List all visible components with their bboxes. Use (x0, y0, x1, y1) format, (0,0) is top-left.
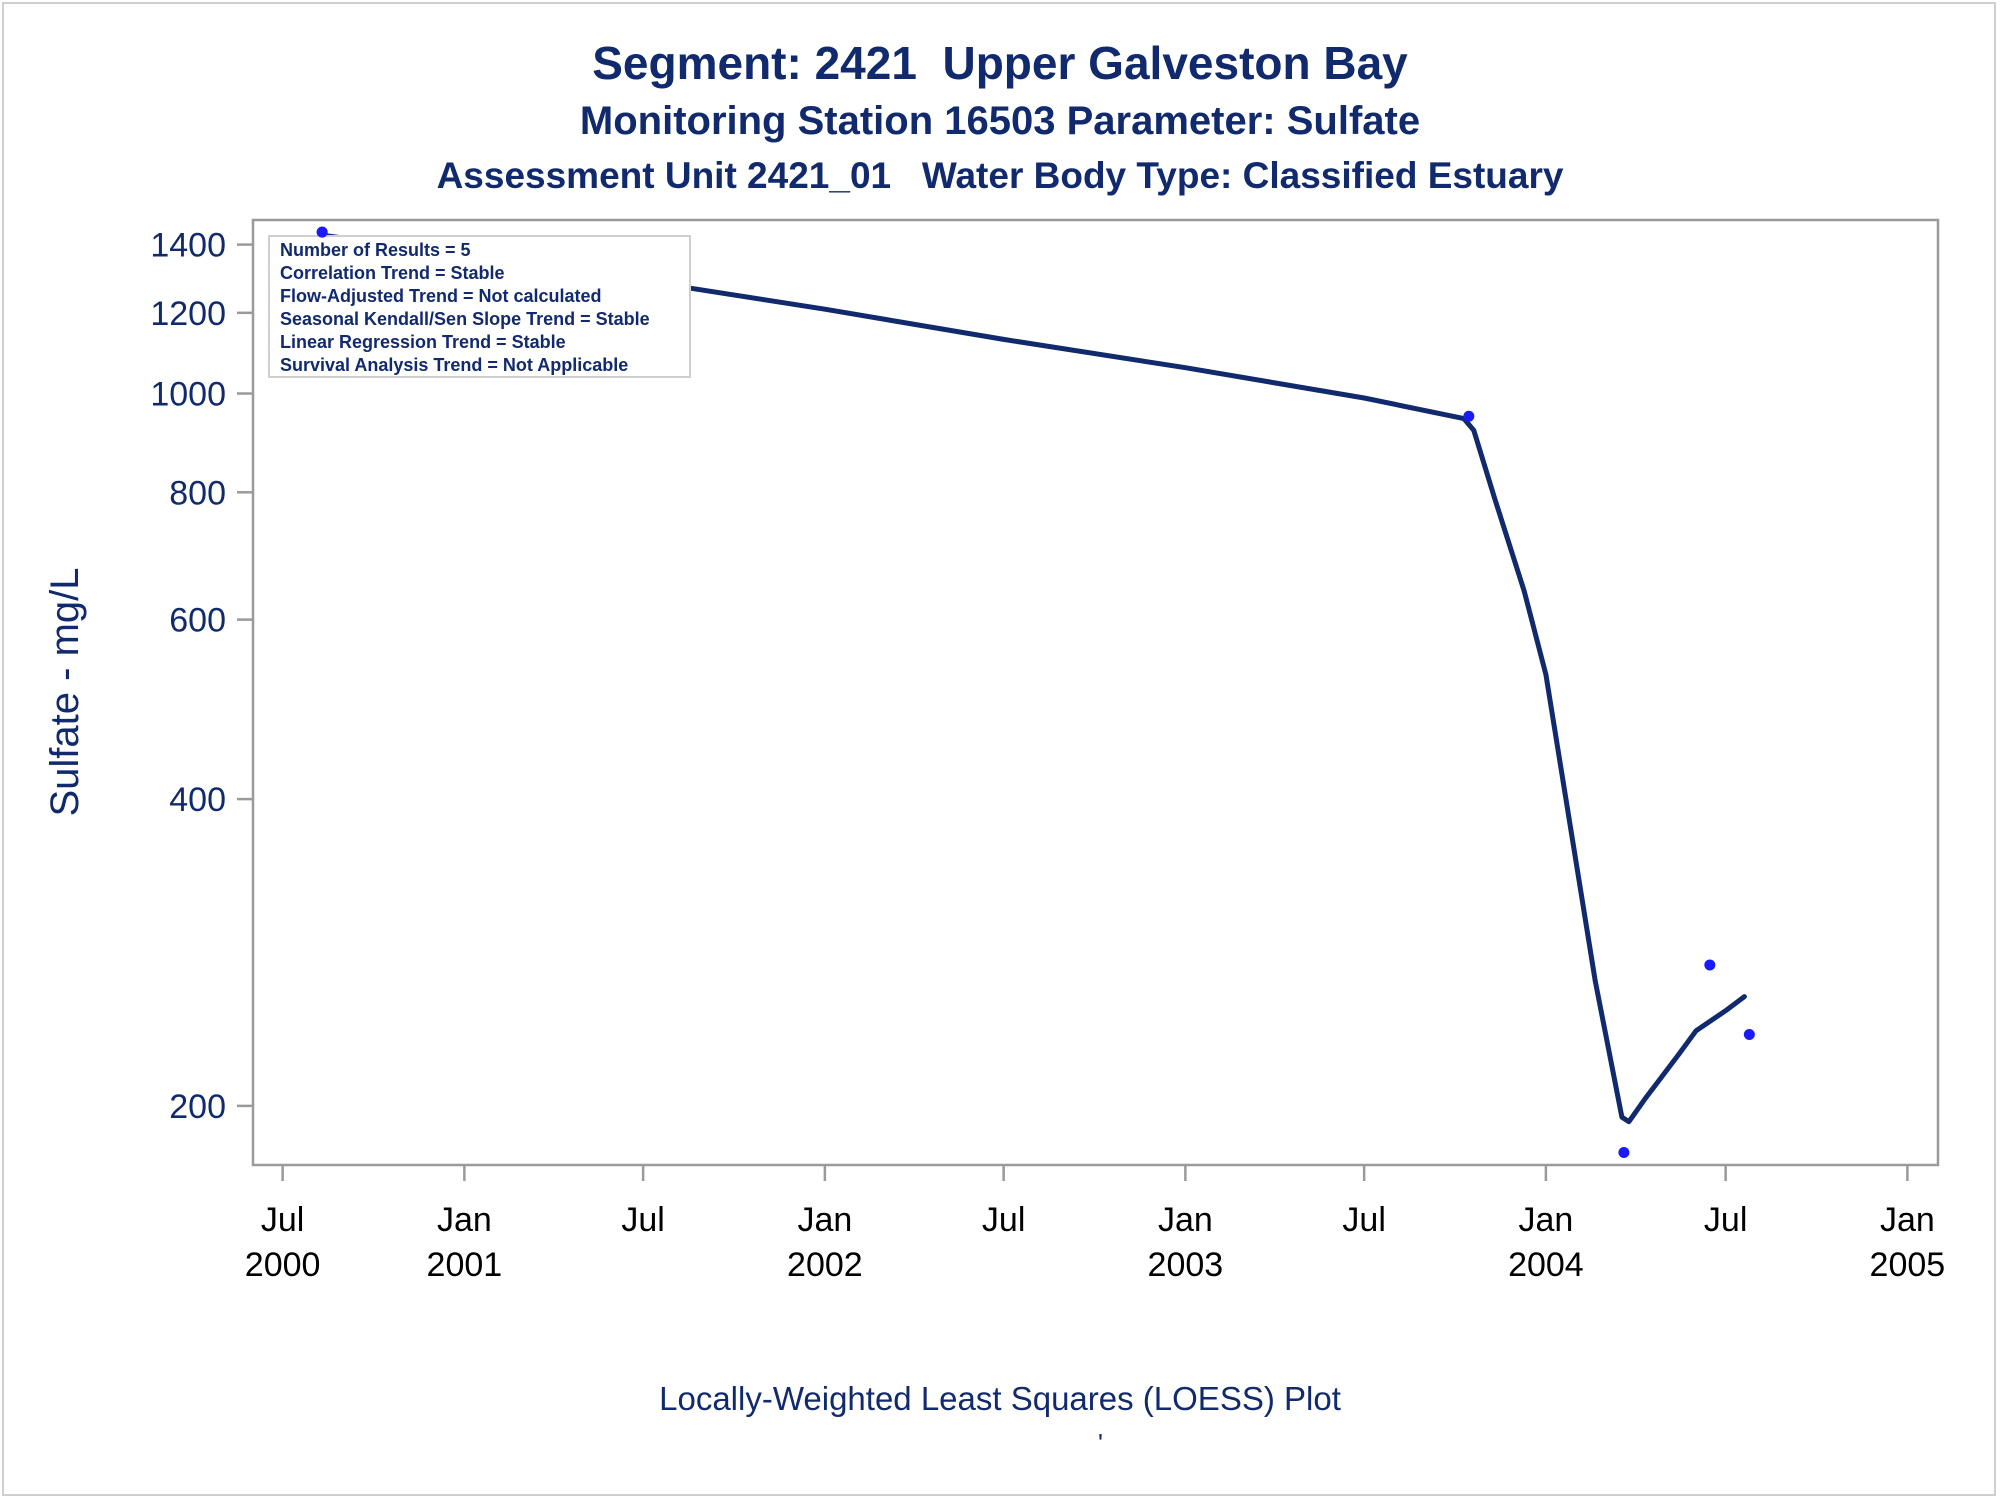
stats-line: Seasonal Kendall/Sen Slope Trend = Stabl… (280, 309, 650, 329)
data-point (1463, 410, 1475, 422)
x-tick-label: Jan (1518, 1201, 1573, 1239)
x-tick-year-label: 2005 (1870, 1246, 1946, 1284)
x-tick-label: Jul (982, 1201, 1025, 1239)
y-axis: 200 400 600 800 1000 1200 1400 (150, 227, 253, 1126)
stats-line: Linear Regression Trend = Stable (280, 332, 566, 352)
footnote-mark: ' (1098, 1428, 1103, 1458)
plot-area (251, 218, 1940, 1167)
chart-subtitle-2: Assessment Unit 2421_01 Water Body Type:… (436, 155, 1564, 196)
stats-line: Survival Analysis Trend = Not Applicable (280, 355, 628, 375)
x-tick-year-label: 2000 (245, 1246, 321, 1284)
chart-title: Segment: 2421 Upper Galveston Bay (592, 37, 1408, 89)
x-tick-label: Jul (1704, 1201, 1747, 1239)
stats-line: Number of Results = 5 (280, 240, 471, 260)
data-point-overlap (316, 226, 328, 238)
y-tick-label: 600 (169, 602, 226, 640)
x-tick-label: Jan (437, 1201, 492, 1239)
x-tick-label: Jan (797, 1201, 852, 1239)
loess-line (319, 232, 1747, 1125)
x-tick-label: Jan (1880, 1201, 1935, 1239)
x-tick-year-label: 2002 (787, 1246, 863, 1284)
x-tick-label: Jul (1342, 1201, 1385, 1239)
stats-line: Flow-Adjusted Trend = Not calculated (280, 286, 602, 306)
stats-box-border (268, 235, 691, 378)
footnote: Locally-Weighted Least Squares (LOESS) P… (659, 1380, 1341, 1417)
stats-line: Correlation Trend = Stable (280, 263, 505, 283)
x-tick-year-label: 2003 (1148, 1246, 1224, 1284)
stats-box: Number of Results = 5 Correlation Trend =… (268, 226, 691, 378)
x-tick-year-label: 2001 (427, 1246, 503, 1284)
x-axis: Jul 2000 Jan 2001 Jul Jan 2002 Jul Jan 2003 Jul Jan… (245, 1165, 1945, 1284)
y-tick-label: 1400 (150, 227, 226, 265)
chart-subtitle: Monitoring Station 16503 Parameter: Sulf… (579, 99, 1421, 143)
x-tick-label: Jul (261, 1201, 304, 1239)
y-tick-label: 200 (169, 1088, 226, 1126)
y-tick-label: 1000 (150, 376, 226, 414)
y-tick-label: 1200 (150, 295, 226, 333)
x-tick-label: Jul (621, 1201, 664, 1239)
data-point (1743, 1029, 1755, 1041)
y-axis-label: Sulfate - mg/L (43, 567, 87, 816)
data-point (1704, 959, 1716, 971)
data-point (1618, 1147, 1630, 1159)
x-tick-label: Jan (1158, 1201, 1213, 1239)
series-layer (316, 226, 1755, 1159)
y-tick-label: 800 (169, 474, 226, 512)
y-tick-label: 400 (169, 781, 226, 819)
x-tick-year-label: 2004 (1508, 1246, 1584, 1284)
